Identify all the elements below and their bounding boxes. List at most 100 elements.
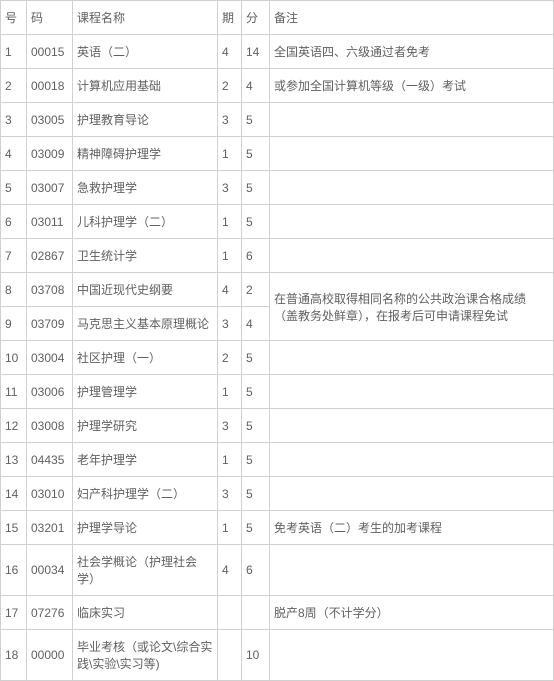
- cell-remark: [270, 545, 554, 596]
- cell-name: 社区护理（一）: [73, 341, 218, 375]
- cell-code: 03709: [27, 307, 73, 341]
- cell-credit: 5: [242, 103, 270, 137]
- table-row: 702867卫生统计学16: [1, 239, 554, 273]
- cell-credit: 6: [242, 545, 270, 596]
- cell-period: 4: [218, 273, 242, 307]
- cell-remark: 脱产8周（不计学分）: [270, 596, 554, 630]
- header-name: 课程名称: [73, 1, 218, 35]
- course-table: 号 码 课程名称 期 分 备注 100015英语（二）414全国英语四、六级通过…: [0, 0, 554, 681]
- cell-period: 3: [218, 409, 242, 443]
- cell-seq: 4: [1, 137, 27, 171]
- cell-credit: 5: [242, 137, 270, 171]
- cell-seq: 10: [1, 341, 27, 375]
- table-row: 1600034社会学概论（护理社会学）46: [1, 545, 554, 596]
- table-row: 1003004社区护理（一）25: [1, 341, 554, 375]
- cell-period: 1: [218, 205, 242, 239]
- cell-code: 03006: [27, 375, 73, 409]
- table-row: 1203008护理学研究35: [1, 409, 554, 443]
- cell-code: 00000: [27, 630, 73, 681]
- cell-period: 3: [218, 171, 242, 205]
- table-row: 603011儿科护理学（二）15: [1, 205, 554, 239]
- cell-credit: 4: [242, 69, 270, 103]
- cell-remark: [270, 630, 554, 681]
- cell-name: 英语（二）: [73, 35, 218, 69]
- cell-period: 1: [218, 375, 242, 409]
- cell-credit: 5: [242, 205, 270, 239]
- table-row: 1503201护理学导论15免考英语（二）考生的加考课程: [1, 511, 554, 545]
- cell-remark: [270, 409, 554, 443]
- cell-code: 03005: [27, 103, 73, 137]
- cell-period: 2: [218, 341, 242, 375]
- cell-remark: 全国英语四、六级通过者免考: [270, 35, 554, 69]
- header-seq: 号: [1, 1, 27, 35]
- cell-name: 精神障碍护理学: [73, 137, 218, 171]
- cell-period: 3: [218, 477, 242, 511]
- cell-period: 1: [218, 137, 242, 171]
- header-row: 号 码 课程名称 期 分 备注: [1, 1, 554, 35]
- cell-name: 老年护理学: [73, 443, 218, 477]
- cell-seq: 18: [1, 630, 27, 681]
- cell-remark: 或参加全国计算机等级（一级）考试: [270, 69, 554, 103]
- cell-code: 03708: [27, 273, 73, 307]
- header-period: 期: [218, 1, 242, 35]
- cell-credit: 5: [242, 375, 270, 409]
- cell-period: 4: [218, 35, 242, 69]
- cell-credit: 5: [242, 477, 270, 511]
- cell-period: 1: [218, 239, 242, 273]
- cell-period: 4: [218, 545, 242, 596]
- cell-remark: [270, 171, 554, 205]
- cell-period: 3: [218, 103, 242, 137]
- table-row: 303005护理教育导论35: [1, 103, 554, 137]
- cell-credit: 5: [242, 511, 270, 545]
- cell-name: 毕业考核（或论文\综合实践\实验\实习等): [73, 630, 218, 681]
- cell-seq: 6: [1, 205, 27, 239]
- cell-credit: 4: [242, 307, 270, 341]
- cell-period: 2: [218, 69, 242, 103]
- cell-code: 03008: [27, 409, 73, 443]
- cell-remark: [270, 239, 554, 273]
- cell-seq: 2: [1, 69, 27, 103]
- cell-seq: 14: [1, 477, 27, 511]
- cell-code: 04435: [27, 443, 73, 477]
- cell-name: 社会学概论（护理社会学）: [73, 545, 218, 596]
- table-row: 503007急救护理学35: [1, 171, 554, 205]
- cell-credit: 5: [242, 409, 270, 443]
- cell-name: 卫生统计学: [73, 239, 218, 273]
- cell-remark: 免考英语（二）考生的加考课程: [270, 511, 554, 545]
- cell-name: 中国近现代史纲要: [73, 273, 218, 307]
- cell-credit: 5: [242, 171, 270, 205]
- cell-seq: 12: [1, 409, 27, 443]
- cell-name: 护理教育导论: [73, 103, 218, 137]
- cell-remark: [270, 443, 554, 477]
- table-row: 1103006护理管理学15: [1, 375, 554, 409]
- cell-code: 03010: [27, 477, 73, 511]
- cell-code: 03007: [27, 171, 73, 205]
- cell-name: 马克思主义基本原理概论: [73, 307, 218, 341]
- cell-code: 07276: [27, 596, 73, 630]
- cell-seq: 3: [1, 103, 27, 137]
- cell-seq: 9: [1, 307, 27, 341]
- cell-name: 护理学研究: [73, 409, 218, 443]
- cell-code: 00015: [27, 35, 73, 69]
- cell-name: 妇产科护理学（二）: [73, 477, 218, 511]
- cell-seq: 17: [1, 596, 27, 630]
- cell-seq: 15: [1, 511, 27, 545]
- cell-name: 护理学导论: [73, 511, 218, 545]
- cell-seq: 13: [1, 443, 27, 477]
- cell-period: [218, 630, 242, 681]
- cell-remark: [270, 205, 554, 239]
- cell-remark: [270, 477, 554, 511]
- cell-credit: 14: [242, 35, 270, 69]
- header-credit: 分: [242, 1, 270, 35]
- cell-credit: [242, 596, 270, 630]
- cell-name: 儿科护理学（二）: [73, 205, 218, 239]
- header-code: 码: [27, 1, 73, 35]
- table-row: 1707276临床实习脱产8周（不计学分）: [1, 596, 554, 630]
- cell-code: 00034: [27, 545, 73, 596]
- cell-name: 护理管理学: [73, 375, 218, 409]
- cell-credit: 10: [242, 630, 270, 681]
- table-body: 100015英语（二）414全国英语四、六级通过者免考200018计算机应用基础…: [1, 35, 554, 681]
- cell-name: 急救护理学: [73, 171, 218, 205]
- cell-remark: [270, 375, 554, 409]
- cell-remark: [270, 137, 554, 171]
